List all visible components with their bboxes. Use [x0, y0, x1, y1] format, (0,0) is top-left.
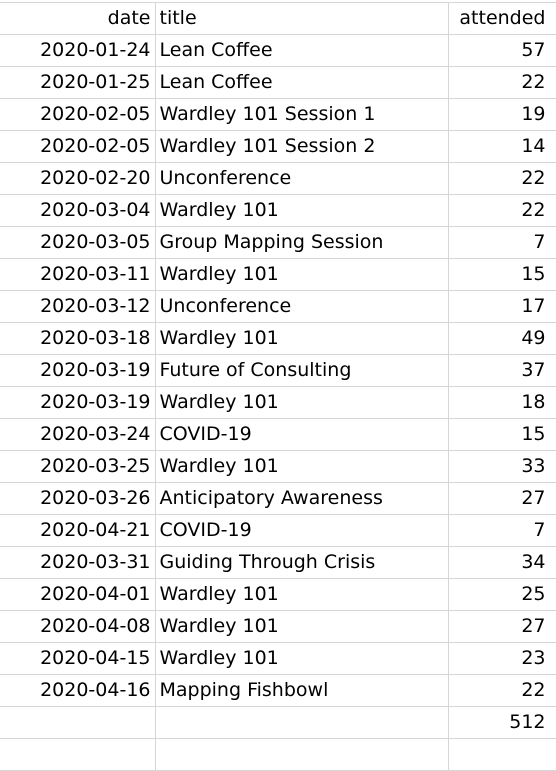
date-cell[interactable]: 2020-04-16: [0, 674, 156, 707]
table-row: 2020-03-24 COVID-19 15: [0, 418, 556, 451]
date-cell[interactable]: 2020-02-05: [0, 130, 156, 163]
attended-cell[interactable]: 7: [448, 226, 556, 259]
empty-cell[interactable]: [155, 738, 449, 771]
table-row: 2020-03-26 Anticipatory Awareness 27: [0, 482, 556, 515]
table-row: 2020-03-11 Wardley 101 15: [0, 258, 556, 291]
attended-cell[interactable]: 33: [448, 450, 556, 483]
date-cell[interactable]: 2020-02-05: [0, 98, 156, 131]
total-row: 512: [0, 706, 556, 739]
title-cell[interactable]: Wardley 101: [155, 642, 449, 675]
title-cell[interactable]: Wardley 101: [155, 450, 449, 483]
date-cell[interactable]: 2020-04-21: [0, 514, 156, 547]
date-cell[interactable]: 2020-03-12: [0, 290, 156, 323]
date-cell[interactable]: 2020-04-01: [0, 578, 156, 611]
table-row: 2020-04-15 Wardley 101 23: [0, 642, 556, 675]
date-cell[interactable]: 2020-03-25: [0, 450, 156, 483]
title-cell[interactable]: Wardley 101: [155, 610, 449, 643]
table-row: 2020-03-19 Wardley 101 18: [0, 386, 556, 419]
table-row: 2020-02-20 Unconference 22: [0, 162, 556, 195]
date-cell[interactable]: 2020-03-24: [0, 418, 156, 451]
title-cell[interactable]: Future of Consulting: [155, 354, 449, 387]
table-row: 2020-04-01 Wardley 101 25: [0, 578, 556, 611]
header-cell-date[interactable]: date: [0, 2, 156, 35]
table-row: 2020-04-08 Wardley 101 27: [0, 610, 556, 643]
attended-cell[interactable]: 23: [448, 642, 556, 675]
empty-cell[interactable]: [0, 706, 156, 739]
attended-cell[interactable]: 19: [448, 98, 556, 131]
title-cell[interactable]: Wardley 101 Session 2: [155, 130, 449, 163]
empty-cell[interactable]: [448, 738, 556, 771]
attended-cell[interactable]: 25: [448, 578, 556, 611]
title-cell[interactable]: Unconference: [155, 162, 449, 195]
table-row: 2020-03-04 Wardley 101 22: [0, 194, 556, 227]
date-cell[interactable]: 2020-04-08: [0, 610, 156, 643]
empty-cell[interactable]: [155, 706, 449, 739]
title-cell[interactable]: Wardley 101: [155, 322, 449, 355]
header-cell-title[interactable]: title: [155, 2, 449, 35]
title-cell[interactable]: COVID-19: [155, 418, 449, 451]
empty-cell[interactable]: [0, 738, 156, 771]
attended-cell[interactable]: 22: [448, 66, 556, 99]
table-row: 2020-03-25 Wardley 101 33: [0, 450, 556, 483]
table-row: 2020-03-18 Wardley 101 49: [0, 322, 556, 355]
date-cell[interactable]: 2020-04-15: [0, 642, 156, 675]
title-cell[interactable]: Group Mapping Session: [155, 226, 449, 259]
table-row: 2020-01-24 Lean Coffee 57: [0, 34, 556, 67]
title-cell[interactable]: Lean Coffee: [155, 34, 449, 67]
attended-cell[interactable]: 22: [448, 674, 556, 707]
attended-cell[interactable]: 37: [448, 354, 556, 387]
date-cell[interactable]: 2020-03-19: [0, 386, 156, 419]
total-attended-cell[interactable]: 512: [448, 706, 556, 739]
date-cell[interactable]: 2020-03-19: [0, 354, 156, 387]
attended-cell[interactable]: 14: [448, 130, 556, 163]
attended-cell[interactable]: 18: [448, 386, 556, 419]
table-row: 2020-01-25 Lean Coffee 22: [0, 66, 556, 99]
title-cell[interactable]: Wardley 101: [155, 194, 449, 227]
attended-cell[interactable]: 15: [448, 418, 556, 451]
date-cell[interactable]: 2020-03-26: [0, 482, 156, 515]
date-cell[interactable]: 2020-03-04: [0, 194, 156, 227]
attended-cell[interactable]: 57: [448, 34, 556, 67]
title-cell[interactable]: Wardley 101: [155, 578, 449, 611]
title-cell[interactable]: Lean Coffee: [155, 66, 449, 99]
table-row: 2020-02-05 Wardley 101 Session 1 19: [0, 98, 556, 131]
title-cell[interactable]: Wardley 101 Session 1: [155, 98, 449, 131]
attended-cell[interactable]: 22: [448, 194, 556, 227]
attended-cell[interactable]: 27: [448, 482, 556, 515]
table-row: 2020-03-31 Guiding Through Crisis 34: [0, 546, 556, 579]
table-row: 2020-03-19 Future of Consulting 37: [0, 354, 556, 387]
title-cell[interactable]: Wardley 101: [155, 258, 449, 291]
date-cell[interactable]: 2020-03-11: [0, 258, 156, 291]
table-row: 2020-04-16 Mapping Fishbowl 22: [0, 674, 556, 707]
title-cell[interactable]: COVID-19: [155, 514, 449, 547]
date-cell[interactable]: 2020-03-05: [0, 226, 156, 259]
title-cell[interactable]: Guiding Through Crisis: [155, 546, 449, 579]
title-cell[interactable]: Anticipatory Awareness: [155, 482, 449, 515]
title-cell[interactable]: Wardley 101: [155, 386, 449, 419]
attended-cell[interactable]: 17: [448, 290, 556, 323]
title-cell[interactable]: Unconference: [155, 290, 449, 323]
date-cell[interactable]: 2020-03-18: [0, 322, 156, 355]
attended-cell[interactable]: 7: [448, 514, 556, 547]
empty-row: [0, 738, 556, 771]
table-row: 2020-03-05 Group Mapping Session 7: [0, 226, 556, 259]
attended-cell[interactable]: 15: [448, 258, 556, 291]
date-cell[interactable]: 2020-03-31: [0, 546, 156, 579]
title-cell[interactable]: Mapping Fishbowl: [155, 674, 449, 707]
table-row: 2020-03-12 Unconference 17: [0, 290, 556, 323]
date-cell[interactable]: 2020-02-20: [0, 162, 156, 195]
table-row: 2020-02-05 Wardley 101 Session 2 14: [0, 130, 556, 163]
attended-cell[interactable]: 49: [448, 322, 556, 355]
header-row: date title attended: [0, 2, 556, 35]
attended-cell[interactable]: 27: [448, 610, 556, 643]
attended-cell[interactable]: 22: [448, 162, 556, 195]
table-row: 2020-04-21 COVID-19 7: [0, 514, 556, 547]
header-cell-attended[interactable]: attended: [448, 2, 556, 35]
date-cell[interactable]: 2020-01-25: [0, 66, 156, 99]
attended-cell[interactable]: 34: [448, 546, 556, 579]
date-cell[interactable]: 2020-01-24: [0, 34, 156, 67]
